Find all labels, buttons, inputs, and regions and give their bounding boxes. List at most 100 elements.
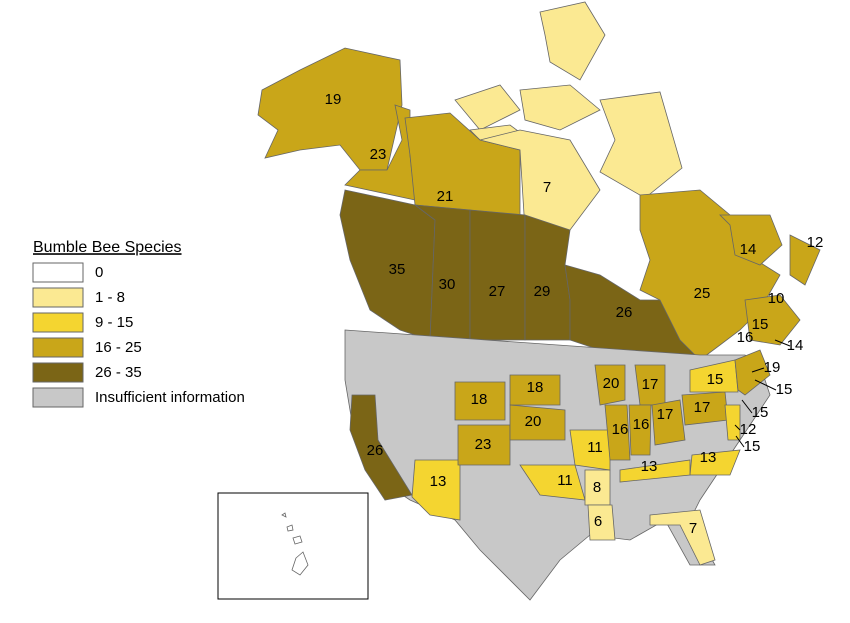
region-value: 15	[707, 371, 724, 388]
region-value: 26	[616, 304, 633, 321]
island	[281, 512, 287, 518]
legend-label: 16 - 25	[95, 339, 142, 356]
region	[628, 404, 652, 456]
region	[479, 129, 601, 231]
region	[339, 189, 436, 341]
region-value: 30	[439, 276, 456, 293]
region-value: 8	[593, 479, 601, 496]
region-value: 13	[641, 458, 658, 475]
region	[404, 112, 521, 216]
region-value: 7	[543, 179, 551, 196]
region-value: 29	[534, 283, 551, 300]
region-value: 23	[370, 146, 387, 163]
region-value: 15	[744, 438, 761, 455]
region	[457, 424, 511, 466]
leader-line	[751, 367, 765, 373]
legend: 0 1 - 8 9 - 15 16 - 25 26 - 35 Insufficient i…	[32, 262, 245, 408]
region-value: 16	[633, 416, 650, 433]
region	[509, 404, 566, 441]
legend-label: 9 - 15	[95, 314, 133, 331]
region-value: 35	[389, 261, 406, 278]
region-value: 17	[657, 406, 674, 423]
legend-label: Insufficient information	[95, 389, 245, 406]
region-value: 17	[694, 399, 711, 416]
map-shapes	[257, 1, 821, 601]
leader-lines	[734, 339, 791, 448]
region-value: 17	[642, 376, 659, 393]
legend-swatch	[32, 262, 84, 283]
region	[509, 374, 561, 406]
region	[719, 214, 783, 266]
region-value: 10	[768, 290, 785, 307]
region	[411, 459, 461, 521]
legend-swatch	[32, 312, 84, 333]
region-value: 15	[752, 316, 769, 333]
region	[569, 429, 611, 471]
legend-swatch	[32, 337, 84, 358]
region-value: 14	[787, 337, 804, 354]
region-value: 27	[489, 283, 506, 300]
region-value: 7	[689, 520, 697, 537]
region-value: 14	[740, 241, 757, 258]
region	[539, 1, 606, 81]
region	[724, 404, 741, 441]
inset-frame	[217, 492, 369, 600]
region-value: 11	[587, 439, 603, 456]
region-value: 20	[525, 413, 542, 430]
region	[651, 399, 686, 446]
region	[734, 349, 771, 396]
region	[649, 509, 716, 566]
region-value: 20	[603, 375, 620, 392]
region-value: 12	[807, 234, 824, 251]
region	[349, 394, 413, 501]
region	[524, 214, 571, 341]
region-value: 13	[700, 449, 717, 466]
legend-title: Bumble Bee Species	[33, 239, 182, 256]
legend-label: 26 - 35	[95, 364, 142, 381]
region	[519, 84, 601, 131]
region-value: 23	[475, 436, 492, 453]
region	[689, 359, 739, 393]
legend-swatch	[32, 362, 84, 383]
island	[291, 551, 309, 576]
leader-line	[741, 399, 753, 414]
region-value: 15	[752, 404, 769, 421]
leader-line	[774, 339, 791, 347]
region-value: 18	[471, 391, 488, 408]
region-value: 16	[612, 421, 629, 438]
region	[594, 364, 626, 406]
legend-label: 1 - 8	[95, 289, 125, 306]
region	[587, 504, 616, 541]
legend-swatch	[32, 387, 84, 408]
legend-label: 0	[95, 264, 103, 281]
leader-line	[754, 379, 777, 391]
region-value: 19	[764, 359, 781, 376]
island	[286, 524, 294, 532]
region	[454, 381, 506, 421]
region-value: 15	[776, 381, 793, 398]
region	[604, 404, 631, 461]
region-value: 13	[430, 473, 447, 490]
leader-line	[734, 424, 741, 431]
region	[454, 84, 521, 131]
hawaii-inset	[217, 492, 369, 600]
region	[744, 294, 801, 346]
region-value: 21	[437, 188, 454, 205]
region-value: 19	[325, 91, 342, 108]
region-value: 6	[594, 513, 602, 530]
region	[469, 209, 526, 341]
leader-line	[735, 435, 745, 448]
region-value: 26	[367, 442, 384, 459]
region-value: 11	[557, 472, 573, 489]
region-value: 12	[740, 421, 757, 438]
island	[292, 535, 303, 545]
region	[599, 91, 683, 199]
region-value: 18	[527, 379, 544, 396]
region	[789, 234, 821, 286]
region-value: 16	[737, 329, 754, 346]
region-value: 25	[694, 285, 711, 302]
legend-swatch	[32, 287, 84, 308]
region	[689, 449, 741, 476]
